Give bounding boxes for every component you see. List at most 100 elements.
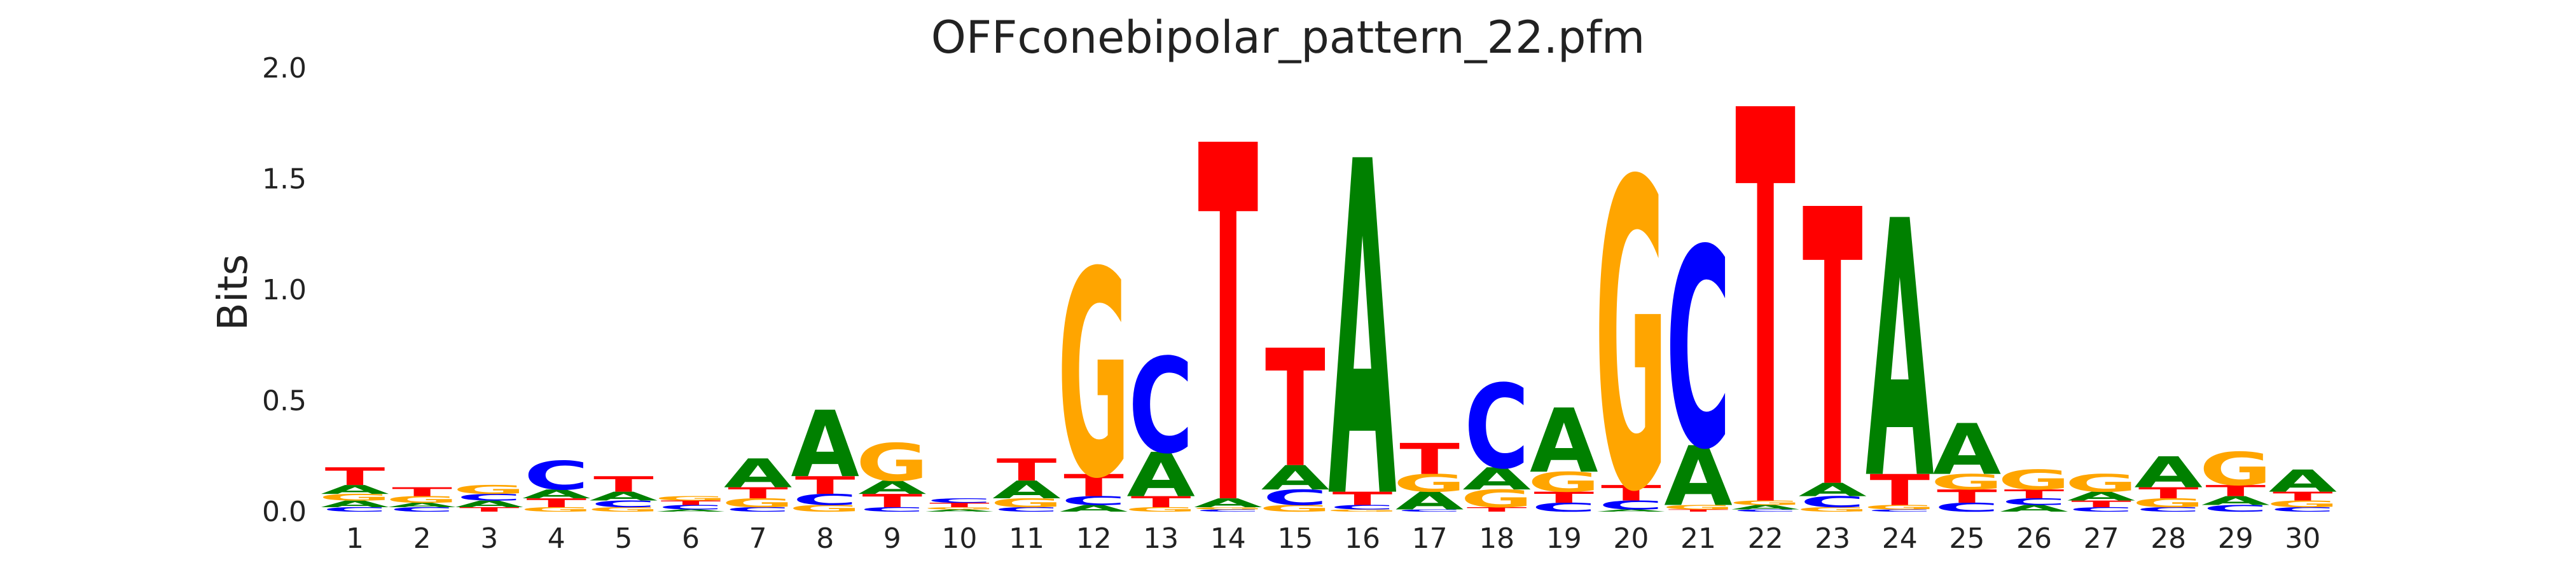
x-tick-label: 29: [2218, 522, 2254, 555]
logo-letter-C: C: [1532, 500, 1596, 514]
logo-letter-T: T: [1198, 45, 1258, 572]
logo-letter-C: C: [927, 497, 992, 504]
logo-letter-T: T: [1467, 506, 1527, 513]
x-tick-label: 26: [2016, 522, 2052, 555]
x-tick-label: 13: [1143, 522, 1179, 555]
logo-letter-C: C: [1464, 361, 1529, 495]
x-tick-label: 23: [1815, 522, 1850, 555]
logo-letter-A: A: [522, 487, 591, 501]
logo-letter-C: C: [2270, 506, 2335, 513]
x-tick-label: 24: [1882, 522, 1918, 555]
logo-letter-G: G: [1394, 469, 1466, 498]
logo-letter-T: T: [728, 484, 788, 502]
logo-letter-A: A: [724, 451, 792, 496]
logo-letter-C: C: [860, 506, 925, 513]
logo-letter-A: A: [656, 509, 724, 513]
logo-letter-C: C: [1934, 500, 1999, 514]
logo-letter-C: C: [726, 506, 791, 513]
x-axis: 1 2 3 4 5 6 7 8 9 10 11 12 13 14 15 16 17 18 19 20 21 22 23 24 2…: [346, 522, 2320, 555]
logo-letter-A: A: [590, 489, 658, 503]
y-tick-label: 0.5: [262, 385, 307, 418]
x-tick-label: 12: [1076, 522, 1112, 555]
logo-letter-G: G: [2199, 443, 2272, 496]
logo-letter-C: C: [1800, 493, 1865, 511]
x-tick-label: 28: [2150, 522, 2186, 555]
logo-letter-A: A: [1530, 390, 1598, 493]
logo-letter-C: C: [1062, 494, 1126, 508]
logo-letter-C: C: [793, 491, 857, 508]
logo-letter-T: T: [1869, 466, 1930, 515]
logo-letter-G: G: [587, 506, 660, 513]
logo-letter-T: T: [997, 453, 1057, 487]
logo-letter-A: A: [2134, 448, 2202, 498]
logo-letter-A: A: [1060, 503, 1128, 514]
logo-letter-C: C: [457, 492, 522, 503]
logo-letter-T: T: [1333, 488, 1393, 509]
x-tick-label: 25: [1949, 522, 1984, 555]
logo-letter-T: T: [1131, 493, 1191, 511]
y-tick-label: 1.0: [262, 274, 307, 306]
logo-letter-C: C: [1128, 331, 1193, 483]
logo-letter-G: G: [520, 506, 593, 513]
logo-letter-A: A: [1194, 496, 1263, 510]
logo-letter-T: T: [1399, 435, 1460, 484]
x-tick-label: 16: [1345, 522, 1380, 555]
logo-letter-T: T: [392, 485, 452, 499]
x-tick-label: 14: [1210, 522, 1246, 555]
logo-letter-T: T: [2205, 482, 2266, 500]
logo-letter-A: A: [791, 392, 859, 498]
logo-letter-G: G: [1729, 500, 1802, 507]
logo-letter-A: A: [2067, 489, 2136, 503]
logo-letter-C: C: [1598, 498, 1663, 512]
logo-letter-G: G: [319, 492, 391, 503]
x-tick-label: 30: [2285, 522, 2320, 555]
logo-letter-G: G: [722, 496, 794, 510]
x-tick-label: 1: [346, 522, 364, 555]
logo-letter-C: C: [322, 506, 387, 513]
logo-letter-G: G: [923, 507, 995, 510]
y-axis: 0.0 0.5 1.0 1.5 2.0: [262, 52, 307, 528]
logo-letter-A: A: [1328, 65, 1397, 572]
logo-letter-T: T: [929, 501, 990, 508]
logo-letter-G: G: [1058, 212, 1130, 541]
logo-letter-A: A: [925, 509, 994, 513]
logo-letter-G: G: [1930, 470, 2003, 494]
logo-letter-G: G: [1864, 504, 1936, 511]
logo-letter-A: A: [1933, 409, 2002, 491]
logo-letter-A: A: [1798, 479, 1867, 500]
x-tick-label: 27: [2084, 522, 2119, 555]
logo-letter-A: A: [1126, 440, 1195, 510]
logo-letter-C: C: [994, 506, 1059, 513]
logo-letter-C: C: [1263, 485, 1327, 510]
logo-letter-T: T: [1668, 509, 1729, 513]
logo-letter-A: A: [2000, 503, 2068, 514]
logo-letter-G: G: [789, 503, 861, 514]
logo-letter-C: C: [1196, 509, 1261, 513]
logo-letter-A: A: [1664, 429, 1733, 524]
logo-letter-C: C: [2002, 496, 2067, 507]
logo-letter-T: T: [2071, 499, 2131, 510]
logo-letter-G: G: [1125, 506, 1197, 513]
logo-letter-T: T: [526, 496, 586, 510]
logo-letter-A: A: [388, 501, 456, 508]
logo-letter-T: T: [459, 506, 520, 513]
logo-letter-C: C: [2069, 506, 2134, 513]
logo-letter-C: C: [390, 506, 455, 513]
logo-letter-A: A: [2269, 464, 2337, 499]
